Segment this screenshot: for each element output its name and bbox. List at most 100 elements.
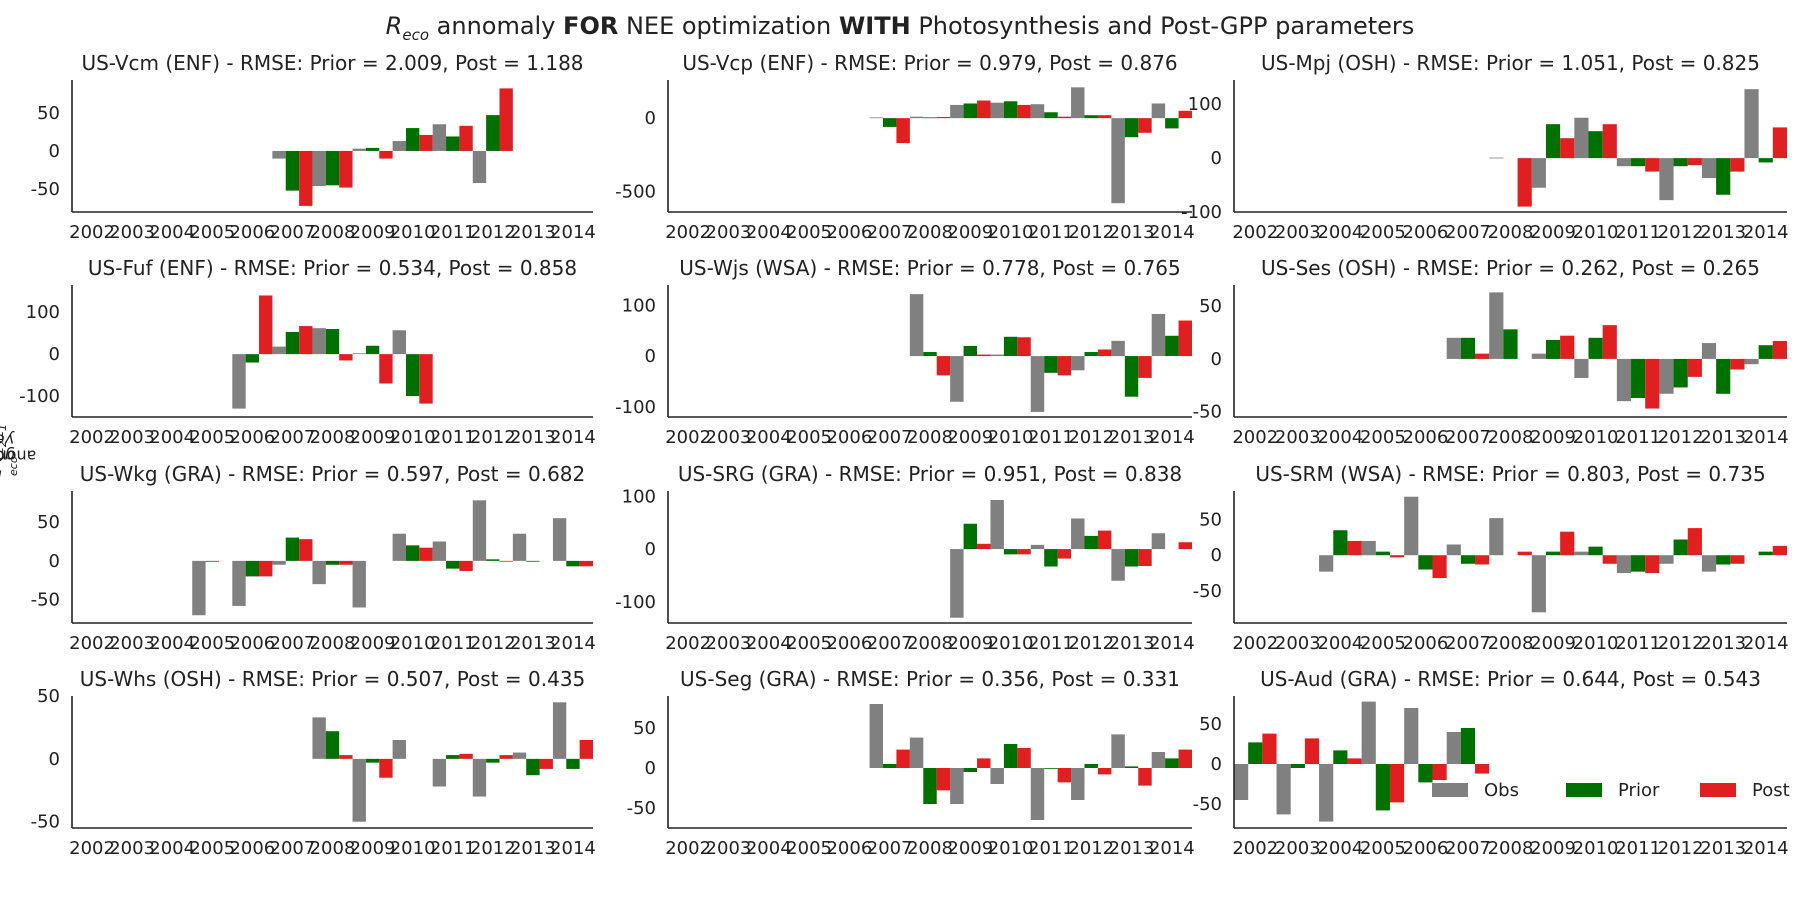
- bar-prior-2012: [1084, 764, 1098, 768]
- x-tick-label: 2011: [1028, 838, 1074, 859]
- bar-obs-2008: [312, 328, 326, 355]
- bar-prior-2009: [963, 103, 978, 119]
- panel-title: US-Fuf (ENF) - RMSE: Prior = 0.534, Post…: [88, 256, 577, 280]
- bar-post-2011: [459, 125, 473, 151]
- bar-post-2008: [339, 150, 353, 188]
- x-tick-label: 2009: [947, 838, 993, 859]
- x-tick-label: 2009: [1530, 838, 1576, 859]
- bar-prior-2007: [882, 118, 897, 127]
- x-tick-label: 2010: [1573, 633, 1619, 654]
- y-tick-label: 100: [622, 295, 656, 316]
- bar-post-2011: [1057, 356, 1072, 376]
- bar-post-2010: [1017, 549, 1031, 555]
- bar-obs-2010: [392, 141, 406, 151]
- bar-obs-2012: [472, 500, 487, 561]
- x-tick-label: 2010: [988, 427, 1034, 448]
- bar-prior-2005: [1375, 764, 1390, 811]
- x-tick-label: 2007: [1445, 633, 1491, 654]
- x-tick-label: 2014: [550, 427, 596, 448]
- y-tick-label: 0: [49, 749, 60, 770]
- x-tick-label: 2005: [1360, 838, 1406, 859]
- bar-obs-2010: [392, 740, 406, 759]
- bar-obs-2013: [1701, 555, 1717, 572]
- bar-post-2004: [1347, 758, 1362, 764]
- x-tick-label: 2007: [867, 222, 913, 243]
- bar-prior-2010: [1588, 337, 1603, 359]
- bar-prior-2010: [405, 354, 420, 397]
- bar-obs-2007: [1446, 544, 1461, 556]
- bar-prior-2008: [923, 117, 937, 119]
- x-tick-label: 2008: [310, 633, 356, 654]
- bar-obs-2009: [352, 560, 366, 608]
- bar-prior-2012: [486, 559, 500, 561]
- y-tick-label: -50: [1193, 581, 1222, 602]
- bar-post-2007: [896, 118, 910, 144]
- y-tick-label: 100: [1188, 94, 1222, 115]
- x-tick-label: 2004: [746, 222, 792, 243]
- title-part2: NEE optimization: [618, 12, 839, 40]
- x-tick-label: 2009: [350, 838, 396, 859]
- bar-obs-2008: [909, 737, 924, 768]
- bar-obs-2011: [432, 541, 447, 561]
- x-tick-label: 2008: [1488, 838, 1534, 859]
- bar-post-2006: [259, 560, 273, 577]
- y-tick-label: 100: [26, 302, 60, 323]
- y-tick-label: 50: [1199, 714, 1222, 735]
- bar-prior-2012: [486, 758, 500, 763]
- x-tick-label: 2004: [1317, 838, 1363, 859]
- y-tick-label: 0: [49, 344, 60, 365]
- x-tick-label: 2004: [1317, 633, 1363, 654]
- bar-obs-2004: [1319, 555, 1334, 572]
- x-tick-label: 2013: [1700, 633, 1746, 654]
- bar-post-2011: [1057, 116, 1072, 119]
- x-tick-label: 2008: [1488, 222, 1534, 243]
- y-tick-label: 0: [645, 539, 656, 560]
- bar-post-2010: [1602, 555, 1617, 564]
- bar-post-2014: [1178, 749, 1192, 768]
- bar-obs-2009: [950, 356, 964, 402]
- bar-obs-2011: [432, 124, 447, 151]
- x-tick-label: 2005: [189, 633, 235, 654]
- x-tick-label: 2013: [1109, 427, 1155, 448]
- panel-1: 500-502002200320042005200620072008200920…: [31, 51, 596, 243]
- x-tick-label: 2010: [988, 838, 1034, 859]
- bar-prior-2010: [1003, 101, 1018, 119]
- bar-obs-2007: [869, 704, 883, 768]
- bar-prior-2012: [1673, 158, 1688, 167]
- x-tick-label: 2013: [1700, 427, 1746, 448]
- bar-prior-2010: [1003, 744, 1018, 768]
- bar-post-2006: [259, 295, 273, 355]
- bar-post-2014: [1772, 340, 1787, 359]
- bar-prior-2013: [1124, 549, 1139, 567]
- bar-obs-2007: [869, 117, 883, 119]
- x-tick-label: 2008: [907, 427, 953, 448]
- bar-post-2010: [1602, 124, 1617, 159]
- x-tick-label: 2012: [470, 222, 516, 243]
- x-tick-label: 2009: [947, 427, 993, 448]
- bar-post-2014: [1178, 320, 1192, 357]
- bar-prior-2003: [1290, 764, 1305, 768]
- bar-prior-2013: [1716, 358, 1731, 394]
- x-tick-label: 2011: [430, 838, 476, 859]
- legend-swatch-obs: [1432, 783, 1468, 797]
- bar-prior-2011: [446, 755, 460, 759]
- bar-post-2007: [896, 749, 910, 768]
- panel-11: 500-502002200320042005200620072008200920…: [627, 667, 1195, 859]
- bar-post-2010: [419, 354, 433, 404]
- x-tick-label: 2007: [867, 427, 913, 448]
- x-tick-label: 2006: [229, 633, 275, 654]
- x-tick-label: 2014: [1149, 222, 1195, 243]
- bar-prior-2011: [1044, 112, 1058, 119]
- bar-post-2005: [1389, 555, 1405, 558]
- x-tick-label: 2007: [867, 633, 913, 654]
- x-tick-label: 2005: [786, 222, 832, 243]
- bar-obs-2012: [1659, 158, 1674, 201]
- x-tick-label: 2010: [988, 222, 1034, 243]
- bar-obs-2009: [950, 768, 964, 804]
- bar-obs-2008: [1489, 292, 1504, 359]
- bar-obs-2012: [1071, 356, 1085, 371]
- y-tick-label: 0: [1211, 148, 1222, 169]
- bar-prior-2012: [1084, 535, 1098, 550]
- bar-obs-2010: [1574, 117, 1589, 159]
- bar-post-2009: [379, 150, 393, 159]
